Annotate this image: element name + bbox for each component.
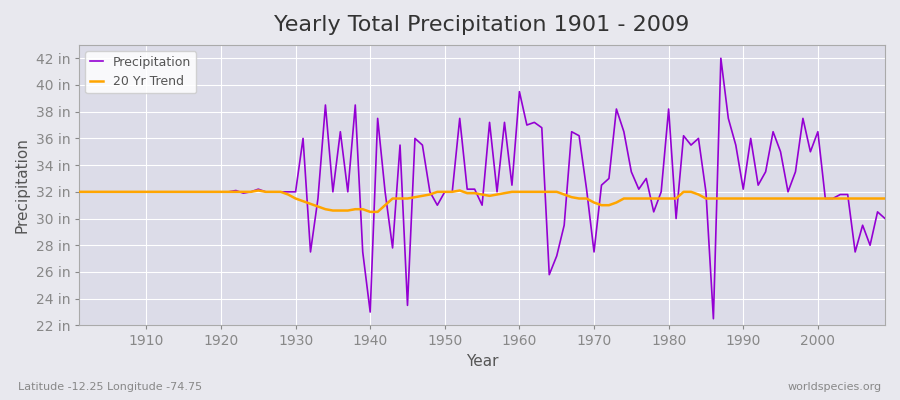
20 Yr Trend: [529, 190, 540, 194]
20 Yr Trend: [350, 207, 361, 212]
20 Yr Trend: [879, 196, 890, 201]
Precipitation: [514, 89, 525, 94]
Line: Precipitation: Precipitation: [79, 58, 885, 319]
Precipitation: [604, 176, 615, 181]
20 Yr Trend: [74, 190, 85, 194]
20 Yr Trend: [305, 202, 316, 206]
Line: 20 Yr Trend: 20 Yr Trend: [79, 190, 885, 212]
20 Yr Trend: [618, 196, 629, 201]
Legend: Precipitation, 20 Yr Trend: Precipitation, 20 Yr Trend: [86, 51, 196, 93]
Precipitation: [342, 190, 353, 194]
Text: worldspecies.org: worldspecies.org: [788, 382, 882, 392]
X-axis label: Year: Year: [466, 354, 499, 369]
20 Yr Trend: [253, 188, 264, 193]
Title: Yearly Total Precipitation 1901 - 2009: Yearly Total Precipitation 1901 - 2009: [274, 15, 689, 35]
Precipitation: [298, 136, 309, 141]
Precipitation: [74, 190, 85, 194]
Precipitation: [708, 316, 719, 321]
Y-axis label: Precipitation: Precipitation: [15, 137, 30, 233]
20 Yr Trend: [133, 190, 144, 194]
Precipitation: [879, 216, 890, 221]
20 Yr Trend: [521, 190, 532, 194]
Text: Latitude -12.25 Longitude -74.75: Latitude -12.25 Longitude -74.75: [18, 382, 202, 392]
20 Yr Trend: [364, 210, 375, 214]
Precipitation: [507, 183, 517, 188]
Precipitation: [716, 56, 726, 61]
Precipitation: [133, 190, 144, 194]
